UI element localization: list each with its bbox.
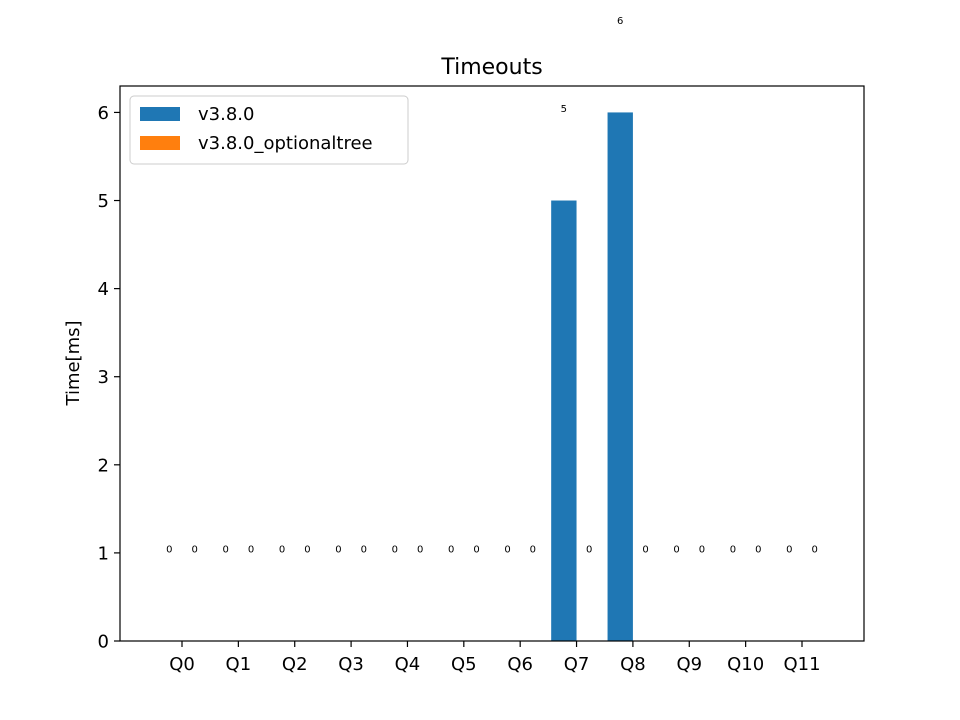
data-label-v380-q4: 0 bbox=[392, 545, 398, 556]
y-tick-label: 3 bbox=[98, 367, 109, 388]
data-label-v380-optionaltree-q8: 0 bbox=[642, 545, 648, 556]
data-label-v380-q10: 0 bbox=[730, 545, 736, 556]
data-label-v380-q2: 0 bbox=[279, 545, 285, 556]
legend-label-v380: v3.8.0 bbox=[198, 104, 254, 125]
legend-swatch-v380-optionaltree bbox=[140, 136, 180, 150]
data-label-v380-q3: 0 bbox=[335, 545, 341, 556]
x-tick-label-q0: Q0 bbox=[169, 654, 195, 675]
bar-v380-q7 bbox=[551, 200, 577, 641]
data-label-v380-optionaltree-q5: 0 bbox=[473, 545, 479, 556]
y-tick-label: 4 bbox=[98, 279, 109, 300]
y-axis: 0 1 2 3 4 5 6 bbox=[98, 103, 120, 653]
data-labels-layer: 0 0 0 0 0 0 0 5 6 0 0 0 0 0 0 0 0 0 0 0 0 0 0 0 bbox=[166, 16, 818, 556]
data-label-v380-q6: 0 bbox=[504, 545, 510, 556]
x-tick-label-q7: Q7 bbox=[564, 654, 590, 675]
data-label-v380-optionaltree-q3: 0 bbox=[361, 545, 367, 556]
legend-swatch-v380 bbox=[140, 107, 180, 121]
y-tick-label: 5 bbox=[98, 191, 109, 212]
data-label-v380-optionaltree-q1: 0 bbox=[248, 545, 254, 556]
chart-title: Timeouts bbox=[440, 55, 542, 80]
x-tick-label-q8: Q8 bbox=[620, 654, 646, 675]
data-label-v380-optionaltree-q0: 0 bbox=[191, 545, 197, 556]
bars-layer bbox=[551, 112, 633, 642]
y-tick-label: 2 bbox=[98, 455, 109, 476]
data-label-v380-optionaltree-q11: 0 bbox=[811, 545, 817, 556]
x-tick-label-q6: Q6 bbox=[507, 654, 533, 675]
x-tick-label-q4: Q4 bbox=[395, 654, 421, 675]
data-label-v380-q1: 0 bbox=[222, 545, 228, 556]
x-tick-label-q3: Q3 bbox=[338, 654, 364, 675]
x-tick-label-q11: Q11 bbox=[783, 654, 820, 675]
y-axis-label: Time[ms] bbox=[63, 320, 84, 406]
x-axis: Q0 Q1 Q2 Q3 Q4 Q5 Q6 Q7 Q8 Q9 Q10 Q11 bbox=[169, 641, 821, 675]
legend-box bbox=[129, 95, 409, 165]
x-tick-label-q2: Q2 bbox=[282, 654, 308, 675]
data-label-v380-optionaltree-q4: 0 bbox=[417, 545, 423, 556]
legend: v3.8.0 v3.8.0_optionaltree bbox=[129, 95, 409, 165]
data-label-v380-q0: 0 bbox=[166, 545, 172, 556]
data-label-v380-optionaltree-q9: 0 bbox=[699, 545, 705, 556]
x-tick-label-q1: Q1 bbox=[226, 654, 252, 675]
data-label-v380-q5: 0 bbox=[448, 545, 454, 556]
data-label-v380-optionaltree-q7: 0 bbox=[586, 545, 592, 556]
data-label-v380-q8: 6 bbox=[617, 16, 623, 27]
data-label-v380-optionaltree-q2: 0 bbox=[304, 545, 310, 556]
data-label-v380-q7: 5 bbox=[561, 104, 567, 115]
data-label-v380-q9: 0 bbox=[673, 545, 679, 556]
x-tick-label-q5: Q5 bbox=[451, 654, 477, 675]
bar-v380-q8 bbox=[607, 112, 633, 642]
data-label-v380-optionaltree-q6: 0 bbox=[530, 545, 536, 556]
legend-label-v380-optionaltree: v3.8.0_optionaltree bbox=[198, 133, 373, 154]
y-tick-label: 0 bbox=[98, 632, 109, 653]
data-label-v380-optionaltree-q10: 0 bbox=[755, 545, 761, 556]
plot-frame bbox=[119, 85, 865, 642]
y-tick-label: 6 bbox=[98, 103, 109, 124]
y-tick-label: 1 bbox=[98, 543, 109, 564]
data-label-v380-q11: 0 bbox=[786, 545, 792, 556]
x-tick-label-q10: Q10 bbox=[727, 654, 764, 675]
x-tick-label-q9: Q9 bbox=[676, 654, 702, 675]
